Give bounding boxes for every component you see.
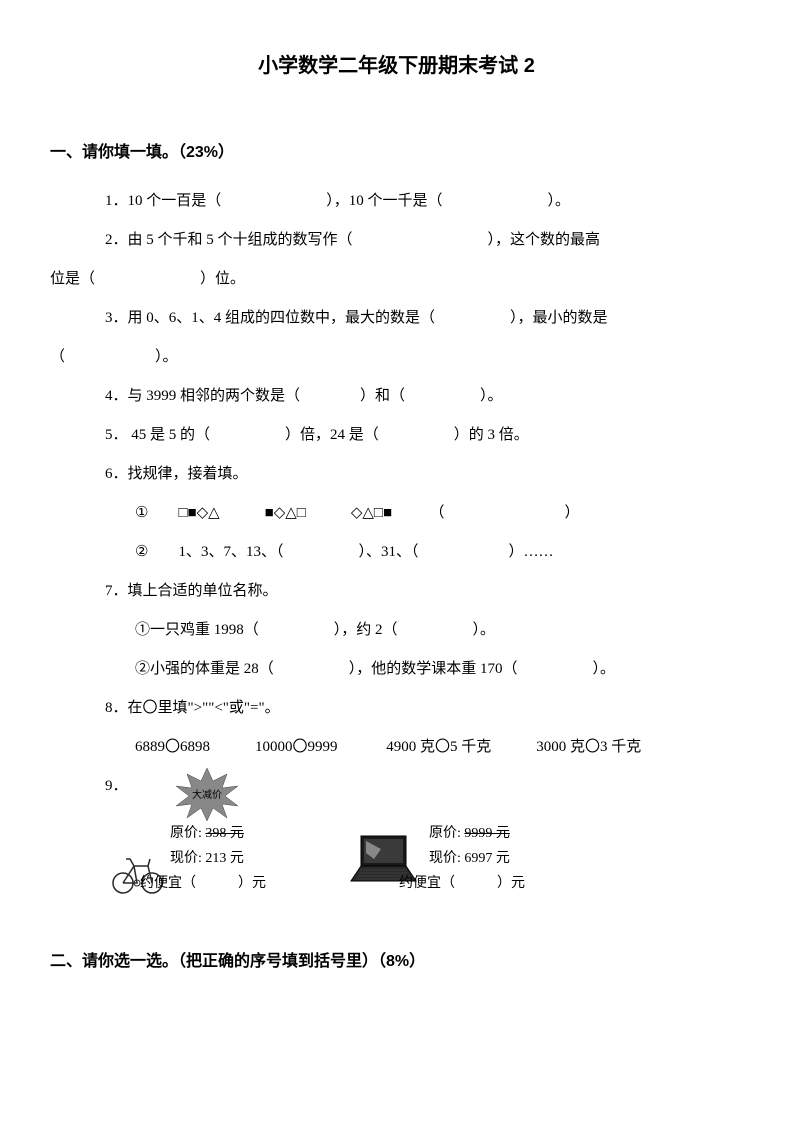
bike-price-block: 原价: 398 元 现价: 213 元 约便宜（ ）元: [170, 821, 266, 897]
laptop-item: 原价: 9999 元 现价: 6997 元 约便宜（ ）元: [346, 821, 525, 897]
laptop-orig-price: 9999 元: [464, 826, 510, 841]
section1-heading: 一、请你填一填。（23%）: [50, 132, 743, 174]
question-4: 4．与 3999 相邻的两个数是（ ）和（ ）。: [50, 377, 743, 416]
question-1: 1．10 个一百是（ ），10 个一千是（ ）。: [50, 182, 743, 221]
question-5: 5． 45 是 5 的（ ）倍，24 是（ ）的 3 倍。: [50, 416, 743, 455]
bike-save-label: 约便宜（ ）元: [140, 871, 266, 896]
question-6: 6．找规律，接着填。: [50, 455, 743, 494]
svg-text:大减价: 大减价: [192, 788, 222, 801]
laptop-now-label: 现价:: [429, 851, 461, 866]
bike-now-label: 现价:: [170, 851, 202, 866]
question-9-content: 大减价 原价: 398 元 现价: 213 元 约便宜（ ）元 原价: 9999…: [50, 821, 743, 897]
question-6a: ① □■◇△ ■◇△□ ◇△□■ （ ）: [50, 494, 743, 533]
question-7a: ①一只鸡重 1998（ ），约 2（ ）。: [50, 611, 743, 650]
question-7: 7．填上合适的单位名称。: [50, 572, 743, 611]
question-7b: ②小强的体重是 28（ ），他的数学课本重 170（ ）。: [50, 650, 743, 689]
laptop-price-block: 原价: 9999 元 现价: 6997 元 约便宜（ ）元: [429, 821, 525, 897]
page-title: 小学数学二年级下册期末考试 2: [50, 40, 743, 92]
section2-heading: 二、请你选一选。（把正确的序号填到括号里）（8%）: [50, 941, 743, 983]
bike-now-price: 213 元: [205, 851, 244, 866]
question-8: 8．在〇里填">""<"或"="。: [50, 689, 743, 728]
bike-orig-price: 398 元: [205, 826, 244, 841]
question-2-cont: 位是（ ）位。: [50, 260, 743, 299]
laptop-orig-label: 原价:: [429, 826, 461, 841]
question-3: 3．用 0、6、1、4 组成的四位数中，最大的数是（ ），最小的数是: [50, 299, 743, 338]
question-8a: 6889〇6898 10000〇9999 4900 克〇5 千克 3000 克〇…: [50, 728, 743, 767]
star-burst-icon: 大减价: [170, 766, 245, 821]
question-3-cont: （ ）。: [50, 338, 743, 377]
bike-orig-label: 原价:: [170, 826, 202, 841]
question-9: 9．: [50, 767, 743, 806]
question-2: 2．由 5 个千和 5 个十组成的数写作（ ），这个数的最高: [50, 221, 743, 260]
laptop-now-price: 6997 元: [464, 851, 510, 866]
question-6b: ② 1、3、7、13、（ ）、31、（ ）……: [50, 533, 743, 572]
laptop-save-label: 约便宜（ ）元: [399, 871, 525, 896]
